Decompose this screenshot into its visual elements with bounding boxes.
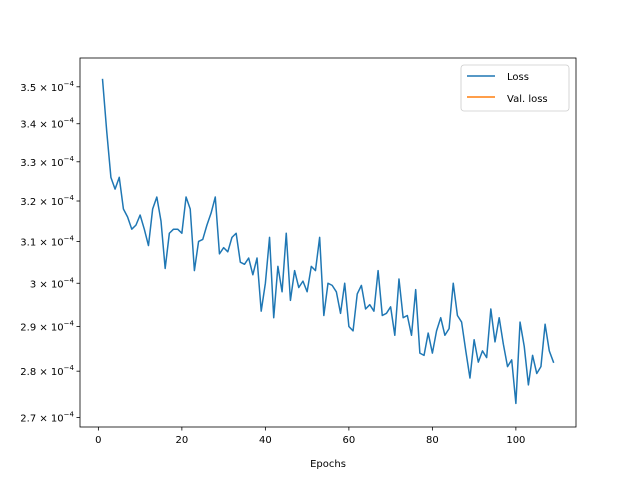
x-axis-ticks: 0 20 40 60 80 100 bbox=[95, 427, 525, 446]
y-tick-label: 3.1 × 10−4 bbox=[20, 234, 74, 248]
legend-label-val-loss: Val. loss bbox=[507, 94, 548, 105]
y-tick-label: 2.9 × 10−4 bbox=[20, 319, 74, 333]
x-axis-label: Epochs bbox=[310, 459, 346, 470]
y-tick-label: 3 × 10−4 bbox=[30, 276, 75, 290]
y-tick-label: 3.5 × 10−4 bbox=[20, 80, 74, 94]
x-tick-label: 80 bbox=[426, 435, 439, 446]
x-tick-label: 100 bbox=[506, 435, 525, 446]
x-tick-label: 0 bbox=[95, 435, 101, 446]
x-tick-label: 40 bbox=[259, 435, 272, 446]
legend-label-loss: Loss bbox=[507, 72, 529, 83]
plot-frame bbox=[79, 57, 577, 428]
x-tick-label: 20 bbox=[176, 435, 189, 446]
y-tick-label: 2.8 × 10−4 bbox=[20, 364, 74, 378]
y-tick-label: 2.7 × 10−4 bbox=[20, 411, 74, 425]
legend: Loss Val. loss bbox=[460, 64, 570, 112]
y-axis-ticks: 2.7 × 10−4 2.8 × 10−4 2.9 × 10−4 3 × 10−4 3.… bbox=[20, 80, 80, 425]
y-tick-label: 3.3 × 10−4 bbox=[20, 155, 74, 169]
series-line-loss bbox=[101, 78, 555, 405]
y-tick-label: 3.4 × 10−4 bbox=[20, 117, 74, 131]
plot-background bbox=[80, 58, 576, 427]
x-tick-label: 60 bbox=[343, 435, 356, 446]
series-layer bbox=[101, 78, 555, 405]
y-tick-label: 3.2 × 10−4 bbox=[20, 194, 74, 208]
